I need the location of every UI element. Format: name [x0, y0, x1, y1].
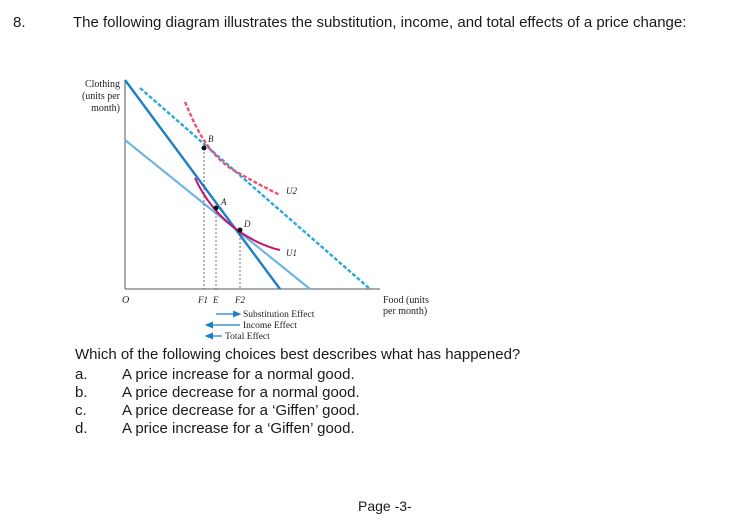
choice-text: A price decrease for a normal good.: [122, 384, 360, 401]
point-a: [213, 205, 219, 211]
choice-b[interactable]: b. A price decrease for a normal good.: [75, 384, 360, 402]
choice-letter: a.: [75, 366, 88, 383]
choice-letter: c.: [75, 402, 87, 419]
income-effect-label: Income Effect: [243, 320, 297, 331]
answer-choices: a. A price increase for a normal good. b…: [75, 366, 360, 438]
substitution-effect-label: Substitution Effect: [243, 309, 315, 320]
y-axis-label-line3: month): [91, 103, 120, 114]
budget-line-dark: [124, 79, 281, 290]
page-number: Page -3-: [358, 498, 412, 514]
point-d: [237, 227, 243, 233]
choice-text: A price decrease for a ‘Giffen’ good.: [122, 402, 360, 419]
point-b: [201, 145, 207, 151]
choice-d[interactable]: d. A price increase for a ‘Giffen’ good.: [75, 420, 360, 438]
choice-letter: b.: [75, 384, 88, 401]
total-effect-label: Total Effect: [225, 331, 270, 342]
y-axis-label-line2: (units per: [82, 91, 121, 102]
choice-a[interactable]: a. A price increase for a normal good.: [75, 366, 360, 384]
tick-f2: F2: [234, 295, 245, 305]
budget-line-dashed: [139, 87, 371, 290]
indifference-curve-u2: [183, 101, 281, 197]
tick-e: E: [212, 295, 219, 305]
y-axis-label-line1: Clothing: [85, 79, 120, 90]
point-b-label: B: [208, 134, 214, 144]
question-prompt: Which of the following choices best desc…: [75, 346, 521, 363]
u2-label: U2: [286, 186, 297, 196]
choice-c[interactable]: c. A price decrease for a ‘Giffen’ good.: [75, 402, 360, 420]
choice-letter: d.: [75, 420, 88, 437]
x-axis-label-line2: per month): [383, 306, 427, 317]
economics-diagram: Clothing (units per month) Food (units p…: [82, 79, 429, 342]
question-number: 8.: [13, 14, 26, 31]
origin-label: O: [122, 295, 129, 306]
point-a-label: A: [220, 197, 227, 207]
question-text: The following diagram illustrates the su…: [73, 14, 687, 31]
tick-f1: F1: [197, 295, 208, 305]
choice-text: A price increase for a ‘Giffen’ good.: [122, 420, 355, 437]
budget-line-light: [124, 139, 311, 290]
x-axis-label-line1: Food (units: [383, 295, 429, 306]
point-d-label: D: [243, 219, 251, 229]
choice-text: A price increase for a normal good.: [122, 366, 355, 383]
u1-label: U1: [286, 248, 297, 258]
